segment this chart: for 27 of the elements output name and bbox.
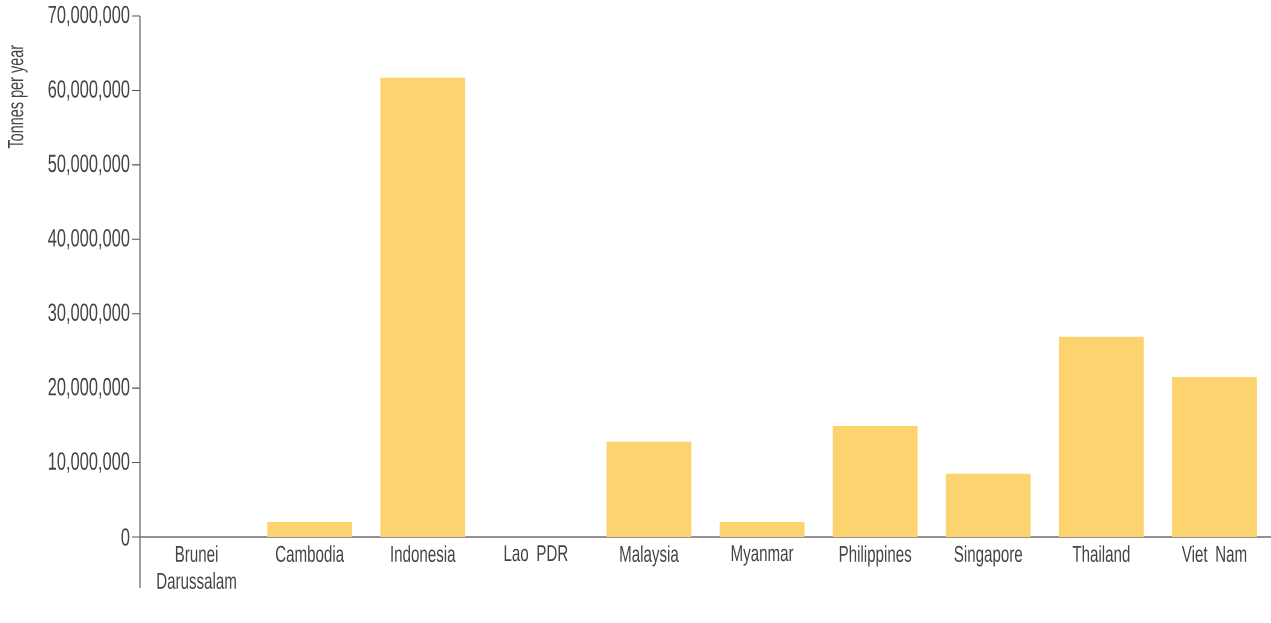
y-tick-label: 10,000,000 — [48, 452, 130, 473]
x-tick-label: Myanmar — [731, 545, 794, 566]
y-tick-label: 40,000,000 — [48, 229, 130, 250]
x-tick-label: Viet Nam — [1181, 545, 1247, 563]
x-tick-label: Thailand — [1072, 545, 1130, 563]
y-tick-label: 70,000,000 — [48, 5, 130, 27]
bar — [267, 522, 353, 537]
x-tick-label: Singapore — [954, 545, 1023, 567]
bar — [832, 426, 918, 537]
y-axis-title: Tonnes per year — [8, 45, 28, 149]
x-tick-label: Cambodia — [275, 545, 345, 563]
x-tick-label: Philippines — [839, 545, 912, 567]
x-tick-label: Malaysia — [620, 545, 679, 567]
y-tick-label: 20,000,000 — [48, 377, 130, 399]
bar — [380, 77, 466, 537]
y-tick-label: 60,000,000 — [48, 80, 130, 101]
x-tick-label: Lao PDR — [504, 545, 568, 562]
bar — [1172, 376, 1257, 537]
bar — [719, 522, 805, 537]
bar — [606, 441, 692, 537]
y-tick-label: 0 — [121, 528, 130, 546]
y-tick-label: 30,000,000 — [48, 303, 130, 324]
bar — [945, 473, 1031, 537]
x-tick-label: Brunei Darussalam — [157, 545, 236, 589]
x-tick-label: Indonesia — [391, 545, 456, 563]
bar — [1058, 336, 1144, 537]
y-tick-label: 50,000,000 — [48, 154, 130, 176]
